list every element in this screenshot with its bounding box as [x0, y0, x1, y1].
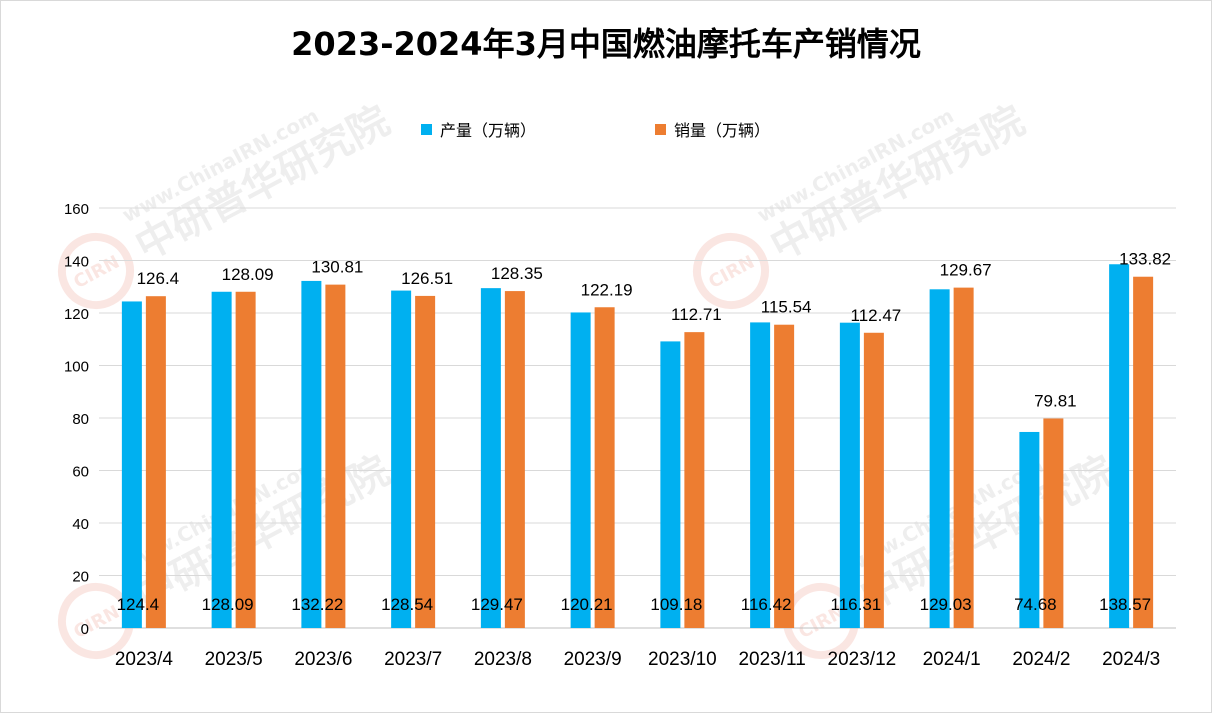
data-label-sales: 112.71 — [671, 305, 722, 324]
watermark-logo-ring — [58, 233, 134, 309]
x-tick-label: 2023/5 — [205, 649, 263, 670]
x-tick-label: 2023/7 — [384, 649, 442, 670]
data-label-sales: 126.4 — [137, 269, 180, 288]
legend-label-production: 产量（万辆） — [440, 121, 537, 140]
legend-swatch-production — [421, 123, 432, 135]
y-tick-label: 40 — [72, 516, 89, 533]
data-label-sales: 133.82 — [1119, 250, 1171, 269]
data-label-production: 132.22 — [291, 595, 343, 614]
x-tick-label: 2023/11 — [738, 649, 805, 670]
y-tick-label: 60 — [72, 464, 89, 481]
bar-production — [570, 312, 591, 628]
bar-sales — [863, 332, 884, 628]
legend-label-sales: 销量（万辆） — [674, 121, 771, 140]
bar-sales — [145, 296, 166, 628]
data-label-sales: 122.19 — [581, 280, 633, 299]
data-label-sales: 115.54 — [761, 298, 812, 317]
bar-production — [121, 301, 142, 628]
data-label-production: 120.21 — [561, 595, 613, 614]
x-tick-label: 2023/9 — [564, 649, 622, 670]
legend-item-sales: 销量（万辆） — [655, 117, 770, 141]
x-tick-label: 2023/12 — [828, 649, 897, 670]
y-tick-label: 100 — [64, 359, 89, 376]
bar-sales — [594, 307, 615, 628]
bar-sales — [504, 291, 525, 628]
bar-production — [1019, 431, 1040, 628]
bar-production — [211, 291, 232, 628]
x-tick-label: 2023/8 — [474, 649, 532, 670]
data-label-sales: 129.67 — [940, 261, 992, 280]
data-label-sales: 112.47 — [851, 306, 902, 325]
data-label-production: 116.42 — [741, 595, 792, 614]
data-label-production: 138.57 — [1099, 595, 1151, 614]
bar-production — [839, 322, 860, 628]
data-label-production: 74.68 — [1014, 595, 1057, 614]
data-label-production: 129.47 — [471, 595, 523, 614]
legend: 产量（万辆） 销量（万辆） — [1, 117, 1211, 141]
data-label-production: 128.54 — [381, 595, 433, 614]
legend-swatch-sales — [655, 123, 666, 135]
watermark-logo: CIRN — [705, 252, 758, 293]
bar-sales — [684, 332, 705, 628]
x-tick-label: 2024/2 — [1012, 649, 1070, 670]
bar-sales — [415, 295, 436, 628]
bar-production — [750, 322, 771, 628]
data-label-production: 116.31 — [831, 595, 882, 614]
bar-production — [1109, 264, 1130, 628]
y-tick-label: 160 — [64, 201, 89, 218]
x-tick-label: 2023/4 — [115, 649, 174, 670]
bar-sales — [953, 287, 974, 628]
bar-production — [391, 290, 412, 628]
data-label-sales: 130.81 — [311, 258, 363, 277]
bar-sales — [774, 324, 795, 628]
data-label-sales: 79.81 — [1034, 391, 1077, 410]
data-label-production: 124.4 — [117, 595, 160, 614]
watermark-logo: CIRN — [70, 602, 123, 643]
chart-title: 2023-2024年3月中国燃油摩托车产销情况 — [291, 25, 921, 63]
x-tick-label: 2023/6 — [294, 649, 352, 670]
x-tick-label: 2023/10 — [648, 649, 717, 670]
y-tick-label: 0 — [81, 621, 89, 638]
y-tick-label: 120 — [64, 306, 89, 323]
x-tick-label: 2024/3 — [1102, 649, 1160, 670]
y-tick-label: 80 — [72, 411, 89, 428]
data-label-production: 109.18 — [650, 595, 702, 614]
data-label-sales: 128.35 — [491, 264, 543, 283]
watermark-logo-ring — [693, 233, 769, 309]
y-tick-label: 20 — [72, 569, 89, 586]
bar-sales — [1043, 418, 1064, 628]
legend-item-production: 产量（万辆） — [421, 117, 536, 141]
bar-production — [480, 288, 501, 628]
bar-sales — [325, 284, 346, 628]
bar-production — [660, 341, 681, 628]
data-label-production: 129.03 — [920, 595, 972, 614]
bar-sales — [1133, 276, 1154, 628]
bar-sales — [235, 291, 256, 628]
y-tick-label: 140 — [64, 254, 89, 271]
x-tick-label: 2024/1 — [923, 649, 981, 670]
data-label-production: 128.09 — [202, 595, 254, 614]
data-label-sales: 128.09 — [222, 265, 274, 284]
bar-production — [301, 280, 322, 628]
bar-production — [929, 289, 950, 628]
data-label-sales: 126.51 — [401, 269, 453, 288]
